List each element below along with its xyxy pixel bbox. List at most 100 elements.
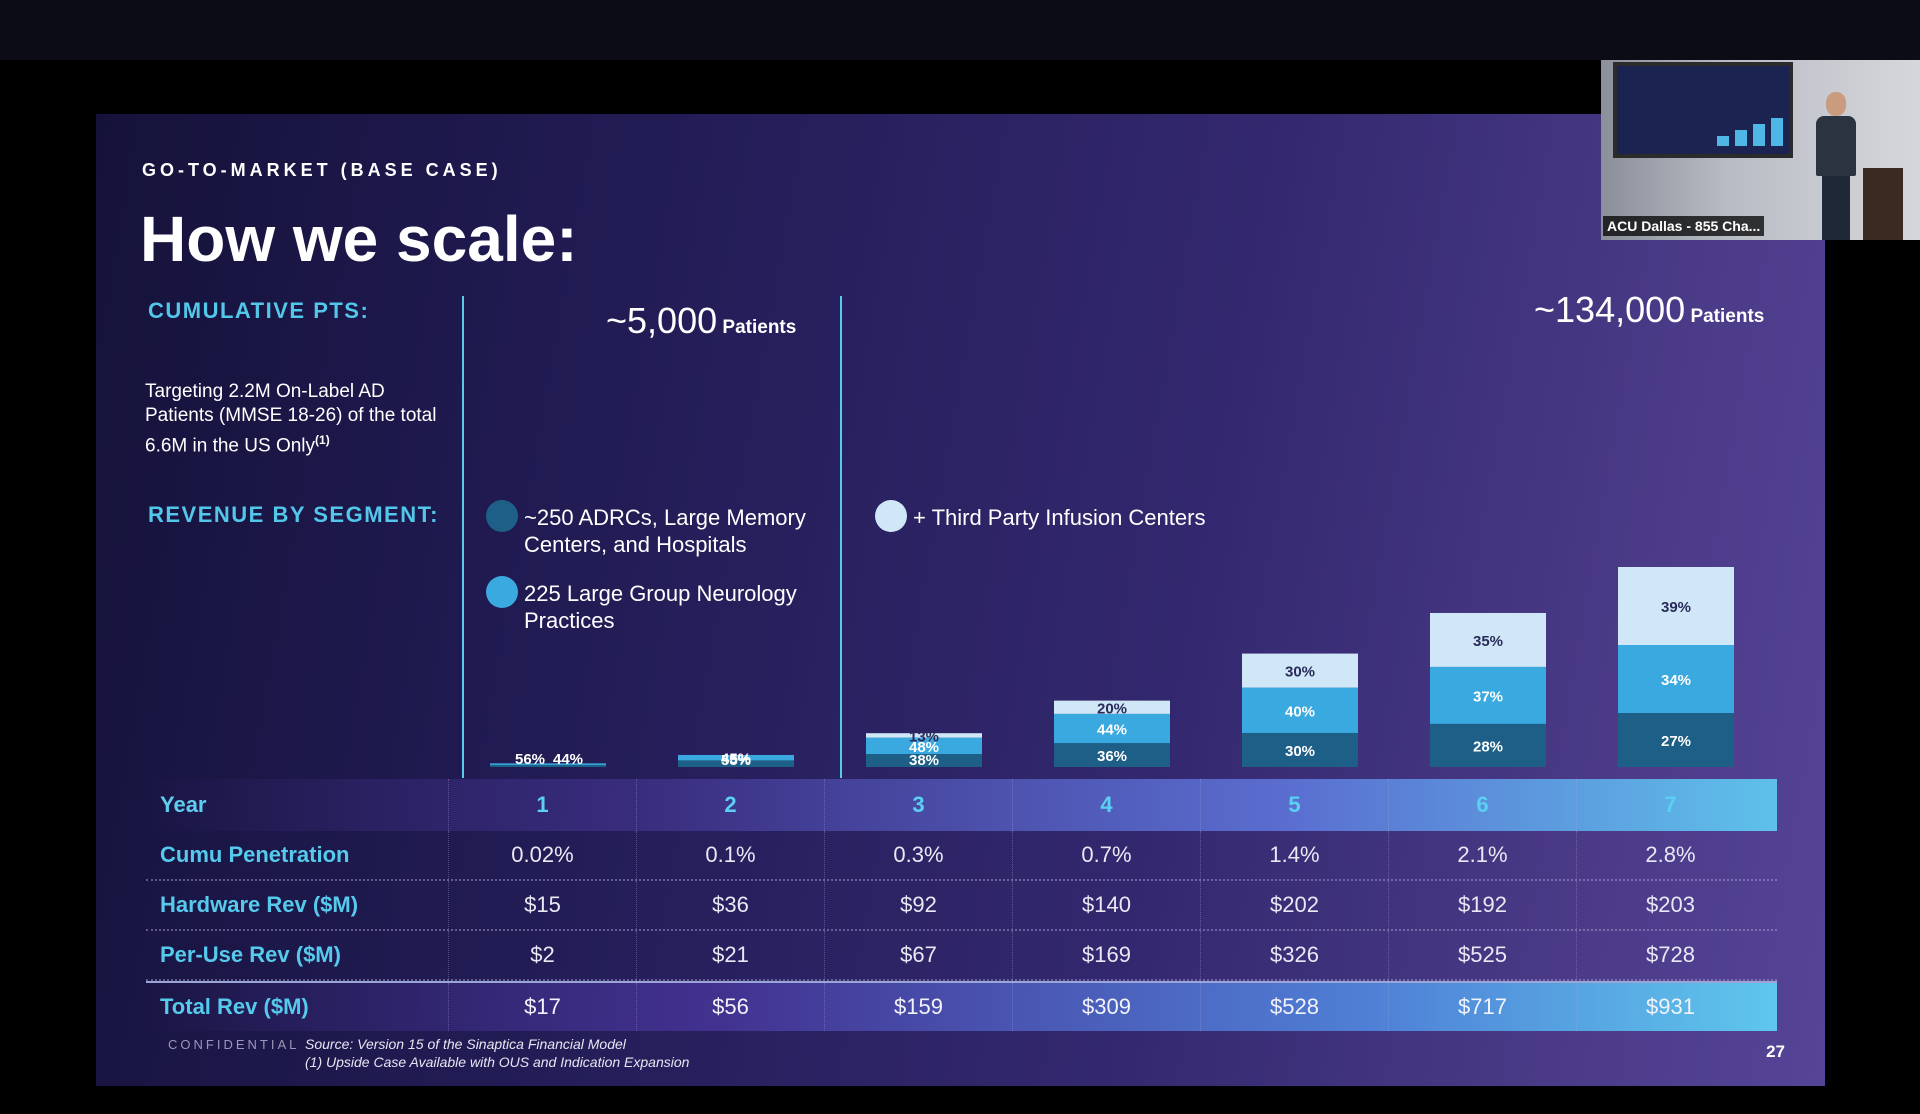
- table-row: Per-Use Rev ($M) $2 $21 $67 $169 $326 $525 $728: [146, 931, 1777, 981]
- table-cell: $931: [1576, 983, 1764, 1031]
- bar-segment: [678, 760, 794, 767]
- table-cell: 1.4%: [1200, 831, 1388, 879]
- table-cell: 0.3%: [824, 831, 1012, 879]
- bar-segment: [490, 763, 606, 765]
- targeting-note-sup: (1): [315, 433, 330, 447]
- confidential-label: CONFIDENTIAL: [168, 1037, 300, 1052]
- source-note: Source: Version 15 of the Sinaptica Fina…: [305, 1036, 626, 1052]
- presenter-head: [1826, 92, 1846, 116]
- legend-dot-infusion: [875, 500, 907, 532]
- table-cell: $67: [824, 931, 1012, 979]
- bar-segment-label: 45%: [721, 751, 751, 768]
- legend-label-adrcs: ~250 ADRCs, Large Memory Centers, and Ho…: [524, 505, 806, 557]
- table-cell: 3: [824, 779, 1012, 831]
- table-cell: $326: [1200, 931, 1388, 979]
- bar-segment: [1430, 666, 1546, 724]
- bar-segment-label: 39%: [1661, 599, 1691, 616]
- presentation-slide: GO-TO-MARKET (BASE CASE) How we scale: C…: [96, 114, 1825, 1086]
- bar-segment-label: 30%: [1285, 743, 1315, 760]
- table-cell: $203: [1576, 881, 1764, 929]
- patients-count-phase2-word: Patients: [1690, 306, 1765, 327]
- table-cell: $17: [448, 983, 636, 1031]
- table-cell: $309: [1012, 983, 1200, 1031]
- bar-segment-label: 44%: [1097, 721, 1127, 738]
- bar-segment: [1054, 743, 1170, 767]
- bar-segment: [1618, 713, 1734, 767]
- bar-segment: [866, 754, 982, 767]
- meeting-top-bar: [0, 0, 1920, 60]
- table-row: Year 1 2 3 4 5 6 7: [146, 779, 1777, 831]
- patients-count-phase1-word: Patients: [722, 317, 797, 338]
- video-screen-bar: [1771, 118, 1783, 146]
- bar-segment: [866, 737, 982, 755]
- table-cell: $728: [1576, 931, 1764, 979]
- table-row-label: Per-Use Rev ($M): [160, 942, 341, 967]
- bar-segment-label: 20%: [1097, 700, 1127, 717]
- table-cell: $56: [636, 983, 824, 1031]
- bar-segment: [866, 733, 982, 738]
- table-cell: 6: [1388, 779, 1576, 831]
- legend-dot-adrcs: [486, 500, 518, 532]
- table-row: Hardware Rev ($M) $15 $36 $92 $140 $202 $192 $2…: [146, 881, 1777, 931]
- bar-segment-label: 55%: [721, 752, 751, 769]
- bar-segment-label: 38%: [909, 752, 939, 769]
- bar-segment-label: 48%: [909, 739, 939, 756]
- legend-label-infusion: + Third Party Infusion Centers: [913, 505, 1206, 530]
- video-background-screen: [1613, 62, 1793, 158]
- table-cell: $169: [1012, 931, 1200, 979]
- table-cell: $2: [448, 931, 636, 979]
- video-screen-bar: [1753, 124, 1765, 146]
- segment-bar-chart: 56% 44% 55%45% 38%48%13% 36% 44% 20% 30% 40% 30% 2…: [490, 567, 1734, 769]
- table-cell: 0.7%: [1012, 831, 1200, 879]
- table-cell: 0.1%: [636, 831, 824, 879]
- bar-segment-label: 13%: [909, 728, 939, 745]
- table-cell: 1: [448, 779, 636, 831]
- table-cell: $159: [824, 983, 1012, 1031]
- bar-segment-label: 34%: [1661, 672, 1691, 689]
- bar-segment: [1618, 645, 1734, 713]
- video-screen-bar: [1735, 130, 1747, 146]
- bar-segment-label: 44%: [553, 751, 583, 768]
- legend-dot-neurology: [486, 576, 518, 608]
- table-cell: $140: [1012, 881, 1200, 929]
- cumulative-pts-label: CUMULATIVE PTS:: [148, 298, 370, 323]
- table-cell: $202: [1200, 881, 1388, 929]
- financial-table: Year 1 2 3 4 5 6 7 Cumu Penetration 0.02% 0.1% 0.3%…: [146, 779, 1777, 1031]
- bar-segment-label: 27%: [1661, 733, 1691, 750]
- legend-item-adrcs: ~250 ADRCs, Large Memory Centers, and Ho…: [486, 500, 826, 558]
- table-cell: 2.8%: [1576, 831, 1764, 879]
- table-cell: $36: [636, 881, 824, 929]
- targeting-note: Targeting 2.2M On-Label AD Patients (MMS…: [145, 380, 445, 458]
- bar-segment-label: 28%: [1473, 738, 1503, 755]
- page-number: 27: [1766, 1042, 1785, 1061]
- slide-eyebrow: GO-TO-MARKET (BASE CASE): [142, 160, 502, 180]
- source-footnotes: Source: Version 15 of the Sinaptica Fina…: [305, 1035, 689, 1071]
- patients-count-phase1: ~5,000 Patients: [606, 300, 796, 342]
- phase-divider-right: [840, 296, 842, 778]
- bar-segment: [1430, 612, 1546, 667]
- bar-segment: [1242, 687, 1358, 733]
- table-cell: $21: [636, 931, 824, 979]
- table-row-label: Cumu Penetration: [160, 842, 350, 867]
- table-row: Cumu Penetration 0.02% 0.1% 0.3% 0.7% 1.4% 2.1…: [146, 831, 1777, 881]
- table-cell: $15: [448, 881, 636, 929]
- bar-segment-label: 30%: [1285, 664, 1315, 681]
- footnote-1: (1) Upside Case Available with OUS and I…: [305, 1054, 690, 1070]
- table-row-label: Hardware Rev ($M): [160, 892, 359, 917]
- legend-item-infusion: + Third Party Infusion Centers: [875, 500, 1275, 532]
- patients-count-phase2: ~134,000 Patients: [1534, 289, 1764, 331]
- revenue-by-segment-label: REVENUE BY SEGMENT:: [148, 502, 439, 527]
- slide-title: How we scale:: [140, 203, 578, 275]
- table-cell: $92: [824, 881, 1012, 929]
- table-row-label: Year: [160, 792, 207, 817]
- targeting-note-text: Targeting 2.2M On-Label AD Patients (MMS…: [145, 381, 437, 457]
- table-cell: 0.02%: [448, 831, 636, 879]
- presenter-video-tile[interactable]: ACU Dallas - 855 Cha...: [1601, 60, 1920, 240]
- bar-segment: [678, 754, 794, 761]
- bar-segment-label: 40%: [1285, 703, 1315, 720]
- bar-segment: [1054, 700, 1170, 714]
- legend-label-neurology: 225 Large Group Neurology Practices: [524, 581, 797, 633]
- bar-segment: [1430, 723, 1546, 767]
- legend-item-neurology: 225 Large Group Neurology Practices: [486, 576, 826, 634]
- video-screen-bar: [1717, 136, 1729, 146]
